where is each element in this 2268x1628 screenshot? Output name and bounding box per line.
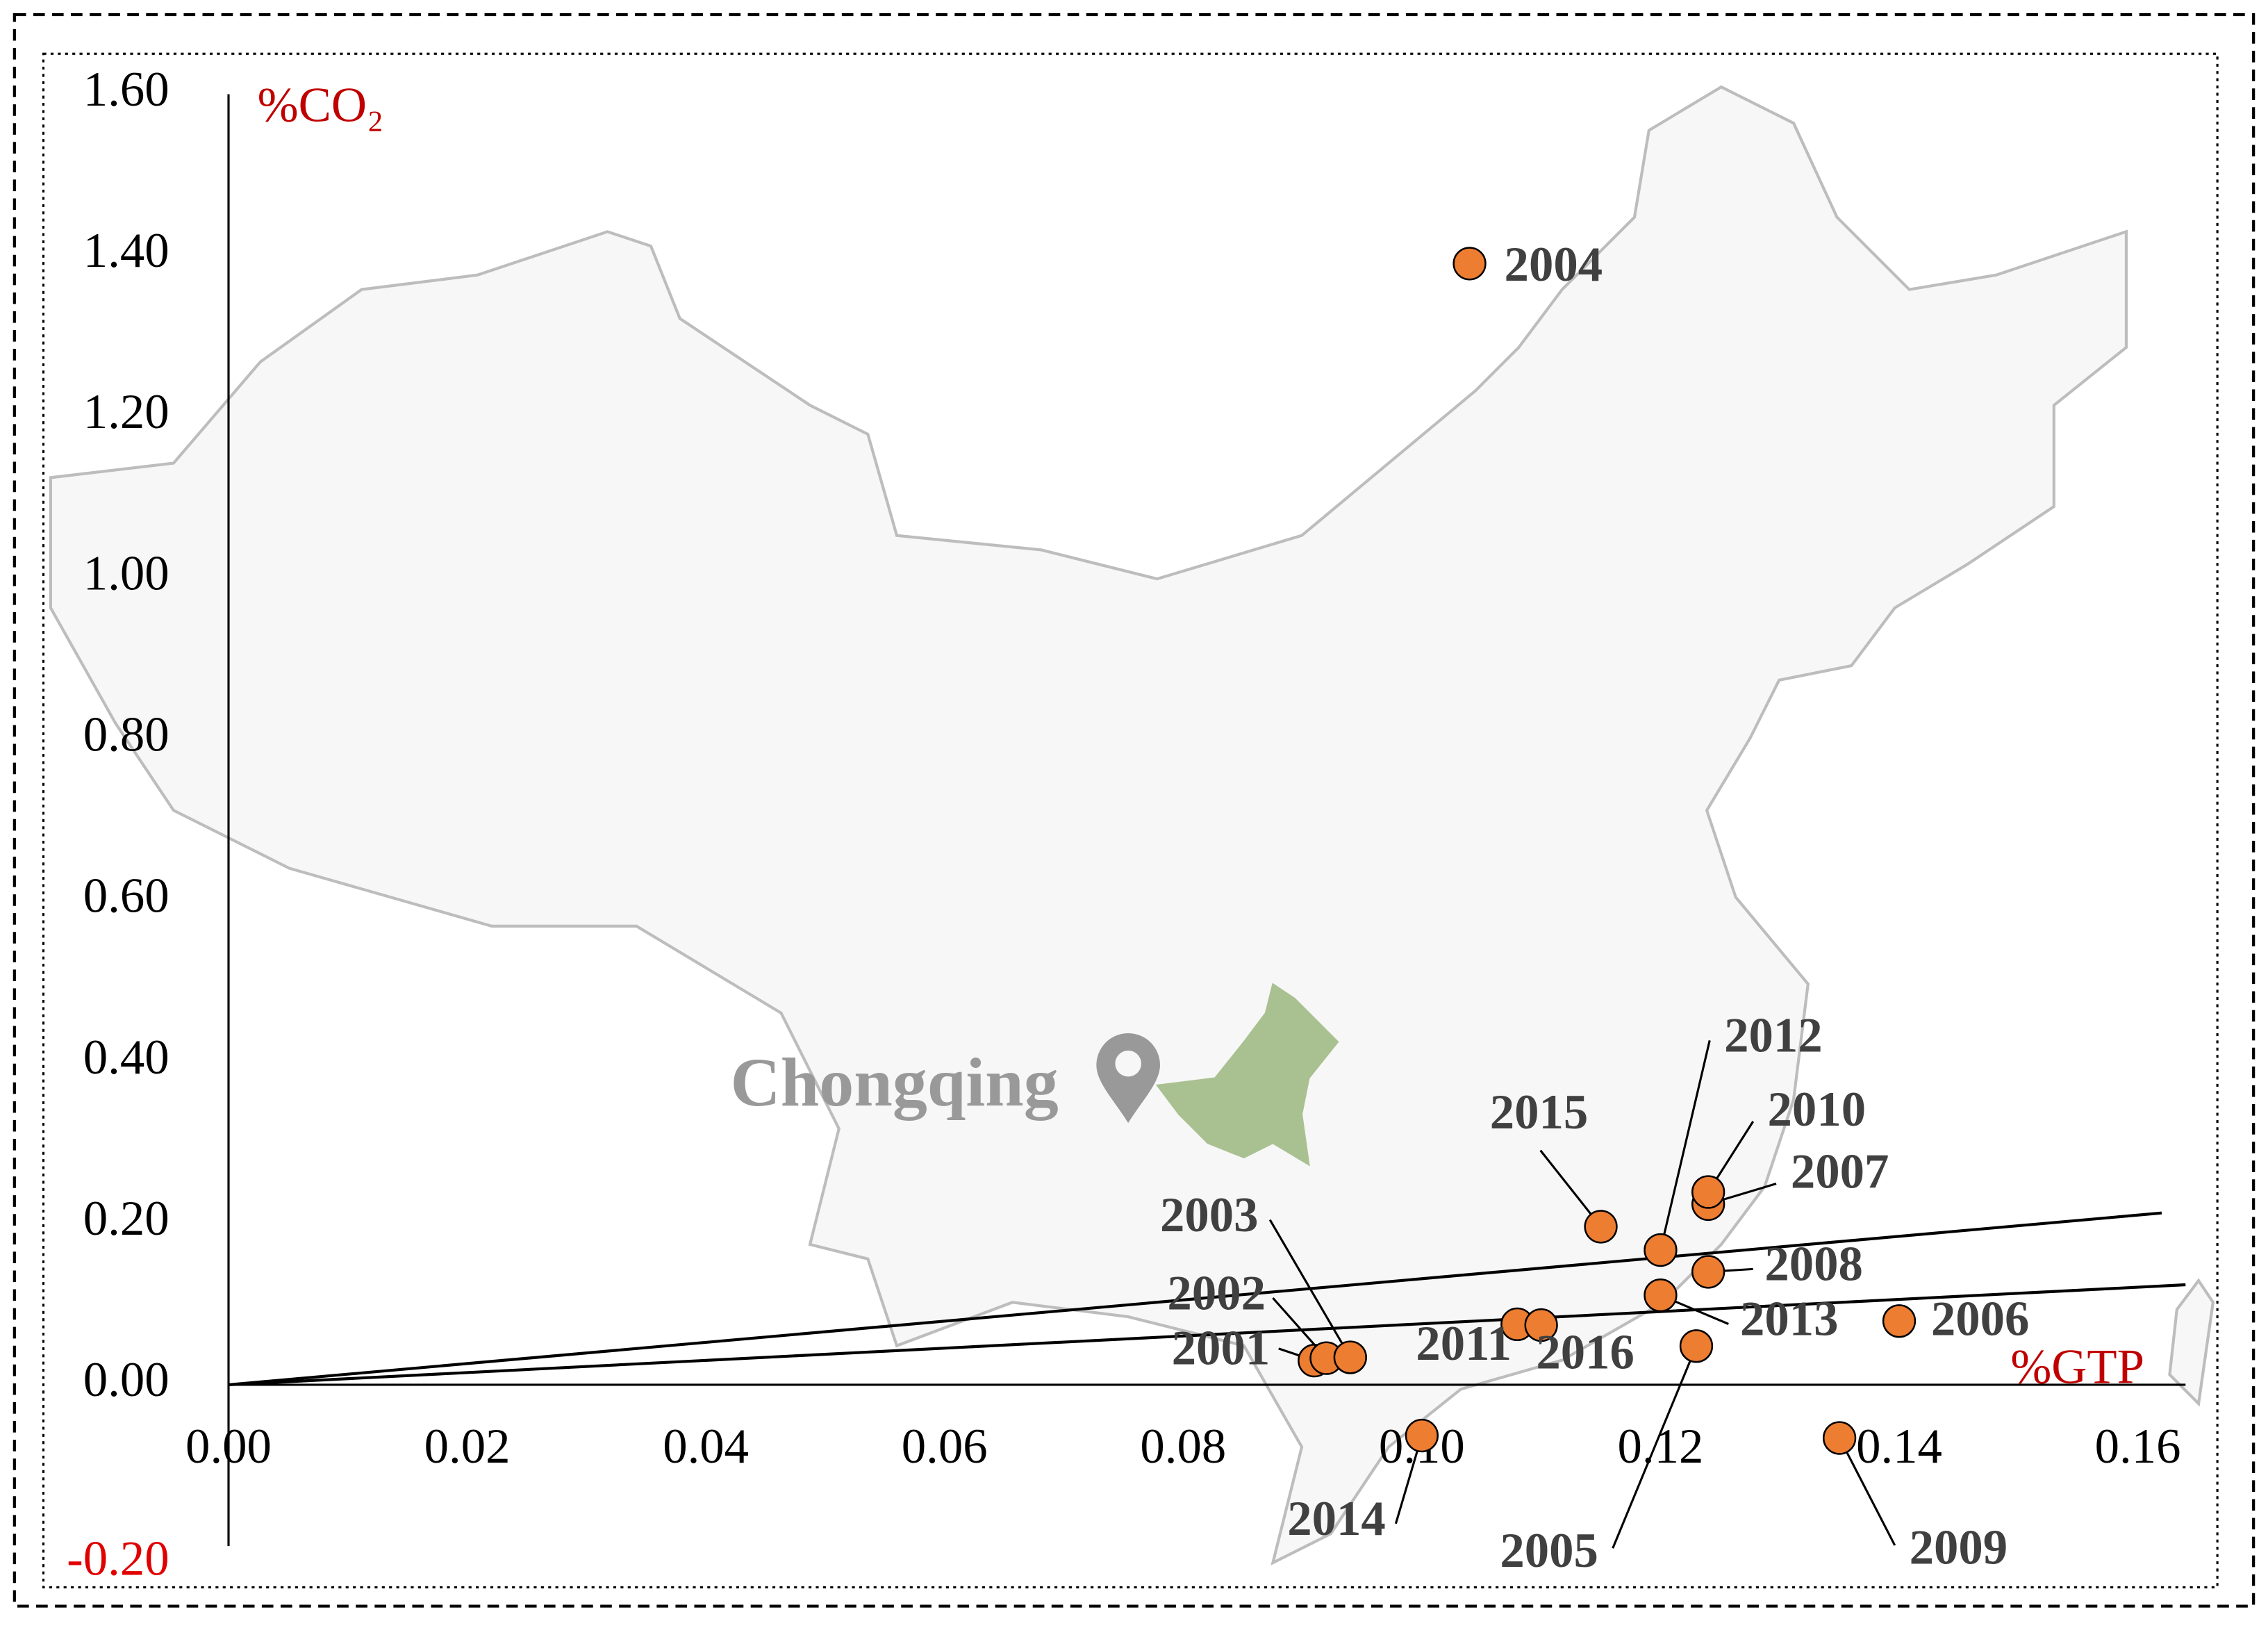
y-tick-label: 0.40 bbox=[83, 1030, 169, 1085]
x-tick-label: 0.14 bbox=[1856, 1420, 1942, 1474]
point-label: 2006 bbox=[1931, 1292, 2030, 1347]
x-tick-label: 0.12 bbox=[1618, 1420, 1704, 1474]
point bbox=[1644, 1278, 1678, 1313]
leader-line bbox=[1612, 1345, 1698, 1549]
x-tick-label: 0.16 bbox=[2095, 1420, 2181, 1474]
x-tick-label: 0.04 bbox=[663, 1420, 749, 1474]
leader-line bbox=[1268, 1219, 1352, 1358]
y-tick-label: 1.40 bbox=[83, 224, 169, 278]
point-label: 2003 bbox=[1160, 1188, 1259, 1242]
inner-frame bbox=[42, 52, 2219, 1589]
point bbox=[1584, 1210, 1618, 1244]
reference-line bbox=[228, 1211, 2162, 1387]
point-label: 2015 bbox=[1490, 1085, 1589, 1140]
point bbox=[1405, 1418, 1439, 1453]
leader-line bbox=[1838, 1437, 1896, 1546]
point-label: 2016 bbox=[1536, 1326, 1634, 1380]
y-tick-label: 0.80 bbox=[83, 708, 169, 762]
point bbox=[1691, 1175, 1725, 1209]
y-tick-label: 0.60 bbox=[83, 869, 169, 923]
point-label: 2005 bbox=[1500, 1524, 1598, 1578]
y-tick-label: 1.00 bbox=[83, 546, 169, 600]
map-taiwan bbox=[2168, 1278, 2215, 1407]
point bbox=[1679, 1329, 1714, 1363]
leader-line bbox=[1659, 1040, 1711, 1251]
point bbox=[1524, 1308, 1558, 1342]
y-tick-label: 1.20 bbox=[83, 385, 169, 439]
point-label: 2011 bbox=[1416, 1317, 1512, 1371]
point-label: 2008 bbox=[1764, 1238, 1863, 1292]
point-label: 2010 bbox=[1768, 1083, 1866, 1137]
point-label: 2002 bbox=[1167, 1266, 1266, 1320]
y-tick-label: 0.20 bbox=[83, 1192, 169, 1246]
map-china bbox=[49, 85, 2128, 1565]
outer-frame bbox=[13, 13, 2255, 1608]
point-label: 2014 bbox=[1287, 1492, 1386, 1546]
point-label: 2009 bbox=[1910, 1521, 2008, 1575]
x-tick-label: 0.00 bbox=[185, 1420, 272, 1474]
point-label: 2007 bbox=[1791, 1144, 1889, 1199]
location-pin bbox=[1096, 1033, 1160, 1124]
reference-line bbox=[228, 1283, 2186, 1387]
point bbox=[1452, 247, 1487, 281]
y-tick-label: 1.60 bbox=[83, 63, 169, 117]
x-tick-label: 0.06 bbox=[902, 1420, 988, 1474]
x-tick-label: 0.08 bbox=[1140, 1420, 1226, 1474]
point-label: 2004 bbox=[1505, 238, 1603, 292]
point-label: 2012 bbox=[1724, 1009, 1823, 1063]
y-tick-label: 0.00 bbox=[83, 1353, 169, 1407]
x-axis-title: %GTP bbox=[2010, 1340, 2144, 1394]
point bbox=[1822, 1421, 1857, 1455]
point bbox=[1882, 1304, 1917, 1338]
point bbox=[1333, 1340, 1367, 1374]
point-label: 2013 bbox=[1740, 1292, 1839, 1347]
y-tick-label: -0.20 bbox=[67, 1531, 169, 1586]
chongqing-region bbox=[1155, 982, 1339, 1167]
point bbox=[1644, 1233, 1678, 1267]
x-tick-label: 0.02 bbox=[424, 1420, 511, 1474]
point-label: 2001 bbox=[1172, 1321, 1270, 1375]
y-axis-title: %CO₂ bbox=[258, 79, 384, 133]
point bbox=[1691, 1255, 1725, 1289]
annotation: Chongqing bbox=[731, 1044, 1059, 1121]
